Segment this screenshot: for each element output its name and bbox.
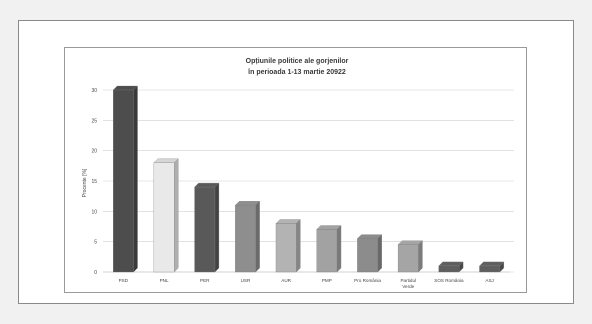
- y-tick-label: 30: [91, 88, 97, 94]
- bar-front: [397, 244, 419, 273]
- x-tick-label-line: Pro România: [354, 278, 381, 283]
- x-tick-label: PER: [200, 278, 210, 283]
- y-tick-label: 25: [91, 118, 97, 124]
- y-tick-labels: 0 5 10 15 20 25 30: [91, 88, 97, 276]
- bar-top: [438, 261, 464, 267]
- bar-top: [275, 219, 301, 224]
- x-tick-label-line: PER: [200, 278, 210, 283]
- x-tick-label: Partidul Verde: [400, 278, 416, 289]
- x-tick-label-line: ASJ: [485, 278, 493, 283]
- x-tick-label: SOS România: [434, 278, 464, 283]
- x-tick-label-line: Partidul: [400, 278, 416, 283]
- x-tick-label-line: Verde: [402, 284, 414, 289]
- chart-title-line-2: în perioada 1-13 martie 20922: [247, 69, 346, 76]
- chart-area: Opțiunile politice ale gorjenilor în per…: [64, 47, 527, 293]
- bar-per: [194, 182, 220, 273]
- bar-partidul-verde: [397, 240, 423, 273]
- bar-psd: [112, 85, 138, 273]
- x-tick-label-line: AUR: [281, 278, 291, 283]
- bars: [112, 85, 505, 273]
- x-tick-labels: PSD PNL PER USR AUR PMP Pro România Partidul Ver…: [119, 278, 494, 289]
- bar-front: [235, 205, 256, 273]
- bar-side: [418, 240, 423, 273]
- bar-side: [214, 182, 220, 273]
- bar-side: [336, 225, 342, 273]
- bar-front: [194, 186, 216, 273]
- bar-front: [153, 162, 175, 273]
- bar-side: [133, 85, 138, 273]
- bar-top: [153, 158, 179, 163]
- y-axis-label: Procente [%]: [82, 168, 88, 197]
- y-tick-label: 15: [91, 179, 97, 185]
- bar-side: [174, 158, 179, 273]
- y-tick-label: 20: [91, 149, 97, 155]
- bar-usr: [234, 200, 260, 273]
- bar-top: [357, 234, 383, 239]
- bar-side: [296, 219, 301, 273]
- bar-front: [275, 223, 297, 273]
- bar-front: [357, 238, 378, 273]
- bar-top: [234, 201, 260, 206]
- x-tick-label: PSD: [119, 278, 129, 283]
- x-tick-label-line: PMP: [322, 278, 332, 283]
- bar-asj: [479, 261, 505, 273]
- bar-front: [113, 89, 134, 273]
- bar-top: [112, 85, 138, 91]
- x-tick-label: PNL: [160, 278, 169, 283]
- x-tick-label-line: PSD: [119, 278, 129, 283]
- bar-top: [316, 225, 342, 230]
- y-tick-label: 5: [94, 240, 97, 246]
- bar-side: [377, 234, 382, 273]
- bar-aur: [275, 219, 301, 273]
- bar-pmp: [316, 225, 342, 273]
- x-tick-label: Pro România: [354, 278, 381, 283]
- x-tick-label: ASJ: [485, 278, 493, 283]
- bar-pnl: [153, 158, 179, 273]
- bar-top: [479, 261, 505, 267]
- bar-side: [255, 200, 260, 273]
- bar-chart: Opțiunile politice ale gorjenilor în per…: [82, 58, 514, 289]
- y-tick-label: 10: [91, 209, 97, 215]
- bar-top: [397, 240, 423, 245]
- x-tick-label-line: USR: [241, 278, 251, 283]
- bar-pro-românia: [357, 234, 383, 273]
- bar-sos-românia: [438, 261, 464, 273]
- x-tick-label: USR: [241, 278, 251, 283]
- bar-front: [438, 265, 460, 273]
- bar-top: [194, 182, 220, 188]
- y-tick-label: 0: [94, 270, 97, 276]
- bar-front: [316, 229, 338, 273]
- x-tick-label: AUR: [281, 278, 291, 283]
- x-tick-label-line: SOS România: [434, 278, 464, 283]
- bar-front: [479, 265, 500, 273]
- x-tick-label: PMP: [322, 278, 332, 283]
- chart-title-line-1: Opțiunile politice ale gorjenilor: [246, 58, 349, 65]
- x-tick-label-line: PNL: [160, 278, 169, 283]
